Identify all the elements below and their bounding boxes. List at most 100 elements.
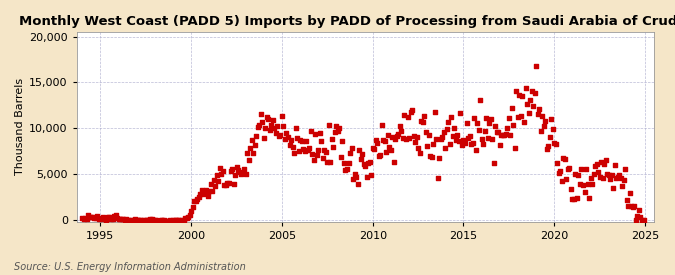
Point [570,171,580,176]
Point [328,145,339,150]
Point [153,219,163,223]
Point [534,106,545,111]
Point [629,204,640,208]
Point [317,156,328,160]
Point [283,135,294,139]
Point [372,141,383,145]
Point [323,123,334,127]
Point [399,112,410,117]
Point [237,170,248,175]
Point [389,160,400,164]
Point [146,217,157,221]
Point [574,182,585,186]
Point [269,125,280,130]
Point [163,218,174,223]
Point [564,166,575,170]
Point [635,214,646,219]
Point [550,141,561,146]
Point [400,137,411,141]
Point [502,126,513,130]
Point [128,218,139,222]
Point [529,91,540,96]
Point [207,189,218,194]
Point [148,218,159,222]
Point [404,135,414,140]
Point [626,204,637,208]
Point [187,205,198,209]
Point [143,218,154,222]
Point [259,136,269,140]
Point [234,170,245,174]
Point [500,132,511,136]
Point [373,154,384,158]
Point [384,145,395,149]
Point [454,139,464,143]
Point [331,124,342,128]
Point [327,137,338,141]
Point [417,119,428,124]
Point [622,198,632,202]
Point [302,148,313,153]
Point [159,218,169,222]
Point [381,150,392,154]
Point [566,187,576,191]
Point [172,218,183,222]
Point [567,197,578,201]
Point [122,218,133,222]
Point [439,130,450,134]
Point [526,89,537,94]
Point [86,214,97,219]
Point [541,147,552,151]
Point [450,138,461,142]
Point [460,141,470,145]
Point [523,111,534,115]
Point [510,146,520,150]
Point [516,114,526,118]
Point [192,196,202,201]
Point [481,116,491,120]
Point [155,218,166,223]
Point [412,146,423,150]
Point [423,133,434,137]
Point [361,175,372,180]
Point [183,214,194,219]
Point [520,86,531,90]
Point [345,151,356,156]
Point [351,175,362,179]
Point [605,177,616,181]
Point [290,125,301,130]
Point [202,194,213,198]
Point [561,177,572,182]
Point [477,137,487,141]
Point [340,168,351,172]
Point [585,176,596,180]
Point [305,129,316,134]
Point [467,141,478,145]
Point [178,218,189,222]
Point [584,196,595,200]
Point [475,97,485,102]
Point [94,216,105,221]
Point [124,218,134,222]
Point [142,218,153,222]
Point [396,128,407,133]
Point [169,218,180,222]
Point [573,173,584,177]
Point [443,120,454,125]
Point [295,138,306,143]
Point [339,161,350,165]
Point [461,121,472,125]
Point [632,214,643,219]
Point [281,131,292,136]
Point [277,114,288,119]
Point [617,184,628,188]
Point [121,216,132,221]
Point [377,123,387,128]
Point [311,153,322,157]
Point [335,155,346,159]
Point [95,216,106,221]
Point [620,166,630,171]
Point [547,127,558,131]
Point [245,145,256,150]
Point [576,166,587,171]
